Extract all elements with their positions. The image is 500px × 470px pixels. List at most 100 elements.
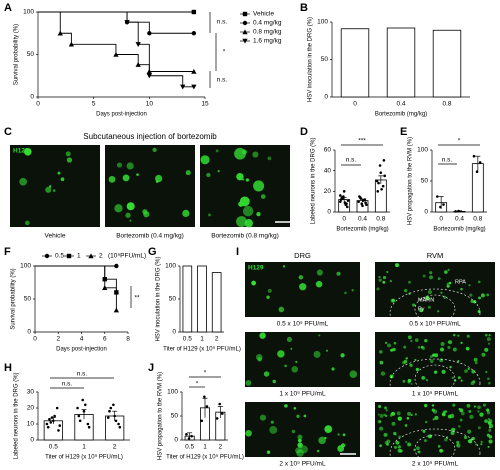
labeled-cell [488,426,491,429]
labeled-cell [298,438,302,443]
labeled-cell [447,340,450,344]
panel-letter: H [4,362,12,374]
labeled-cell [440,347,444,352]
x-tick-label: 4 [80,336,84,343]
image-label: 0.5 x 10⁹ PFU/mL [409,321,461,328]
x-tick-label: 0.5 [185,444,194,451]
labeled-cell [456,440,460,445]
data-point [436,195,439,198]
labeled-cell [466,403,471,408]
labeled-cell [295,360,298,363]
y-tick-label: 50 [24,296,32,303]
data-point [185,432,188,436]
y-tick-label: 0 [424,209,428,216]
labeled-cell [206,172,211,178]
x-axis-label: Bortezomib (mg/kg) [336,227,388,233]
data-point [117,422,120,426]
labeled-cell [293,406,297,410]
labeled-cell [468,410,472,413]
data-point [83,403,87,407]
labeled-cell [414,413,417,416]
labeled-cell [404,424,408,427]
labeled-cell [393,341,397,345]
labeled-cell [298,275,304,280]
data-point [376,190,380,193]
bar [197,265,207,333]
labeled-cell [477,426,481,430]
bar [432,29,462,98]
data-point [52,419,55,423]
y-tick-label: 0 [172,329,176,336]
data-point [135,42,141,47]
panel-letter: F [4,246,11,258]
data-point [81,398,85,402]
labeled-cell [403,345,407,349]
labeled-cell [259,332,266,339]
data-point [108,409,111,413]
x-axis-label: Bortezomib (mg/kg) [375,112,427,118]
labeled-cell [422,429,426,433]
survival-line [38,11,194,34]
labeled-cell [259,414,267,421]
data-point [345,205,349,209]
data-point [478,161,482,164]
labeled-cell [391,411,396,416]
data-point [364,201,367,204]
y-tick-label: 20 [27,405,35,412]
panel-letter: J [148,362,154,374]
data-point [191,84,197,90]
panel-letter: G [148,246,157,258]
y-tick-label: 50 [27,51,35,58]
y-tick-label: 50 [321,56,329,63]
labeled-cell [386,270,389,274]
legend-label: 1.6 mg/kg [253,38,282,45]
labeled-cell [108,175,116,183]
labeled-cell [429,271,433,275]
labeled-cell [486,337,491,342]
labeled-cell [442,410,446,414]
labeled-cell [267,156,272,161]
labeled-cell [155,180,159,183]
labeled-cell [379,413,384,419]
data-point [118,425,122,429]
labeled-cell [185,170,191,176]
labeled-cell [24,220,30,226]
labeled-cell [405,357,408,360]
labeled-cell [451,376,455,380]
data-point [339,200,342,203]
x-tick-label: 0.8 [473,216,482,223]
labeled-cell [472,380,476,384]
legend-label: Vehicle [253,11,274,18]
data-point [114,419,118,423]
labeled-cell [52,189,56,192]
data-point [360,202,364,206]
data-point [76,406,79,410]
y-tick-label: 20 [324,188,332,195]
labeled-cell [407,380,411,384]
labeled-cell [393,445,397,449]
labeled-cell [407,442,412,447]
labeled-cell [318,436,326,445]
labeled-cell [376,287,380,291]
labeled-cell [377,413,380,416]
labeled-cell [397,416,402,421]
data-point [339,194,342,197]
labeled-cell [244,219,253,228]
labeled-cell [337,433,340,436]
data-point [381,184,385,188]
micrograph [10,145,100,227]
data-point [379,171,383,175]
labeled-cell [414,358,417,362]
y-tick-label: 100 [20,263,31,270]
labeled-cell [488,381,491,385]
labeled-cell [398,435,401,439]
column-title: RVM [427,251,444,260]
labeled-cell [410,414,413,417]
data-point [87,425,91,429]
data-point [472,154,476,158]
survival-line [38,11,194,72]
labeled-cell [421,346,426,350]
x-tick-label: 0.5 [49,444,58,451]
labeled-cell [466,334,470,338]
labeled-cell [295,447,302,454]
